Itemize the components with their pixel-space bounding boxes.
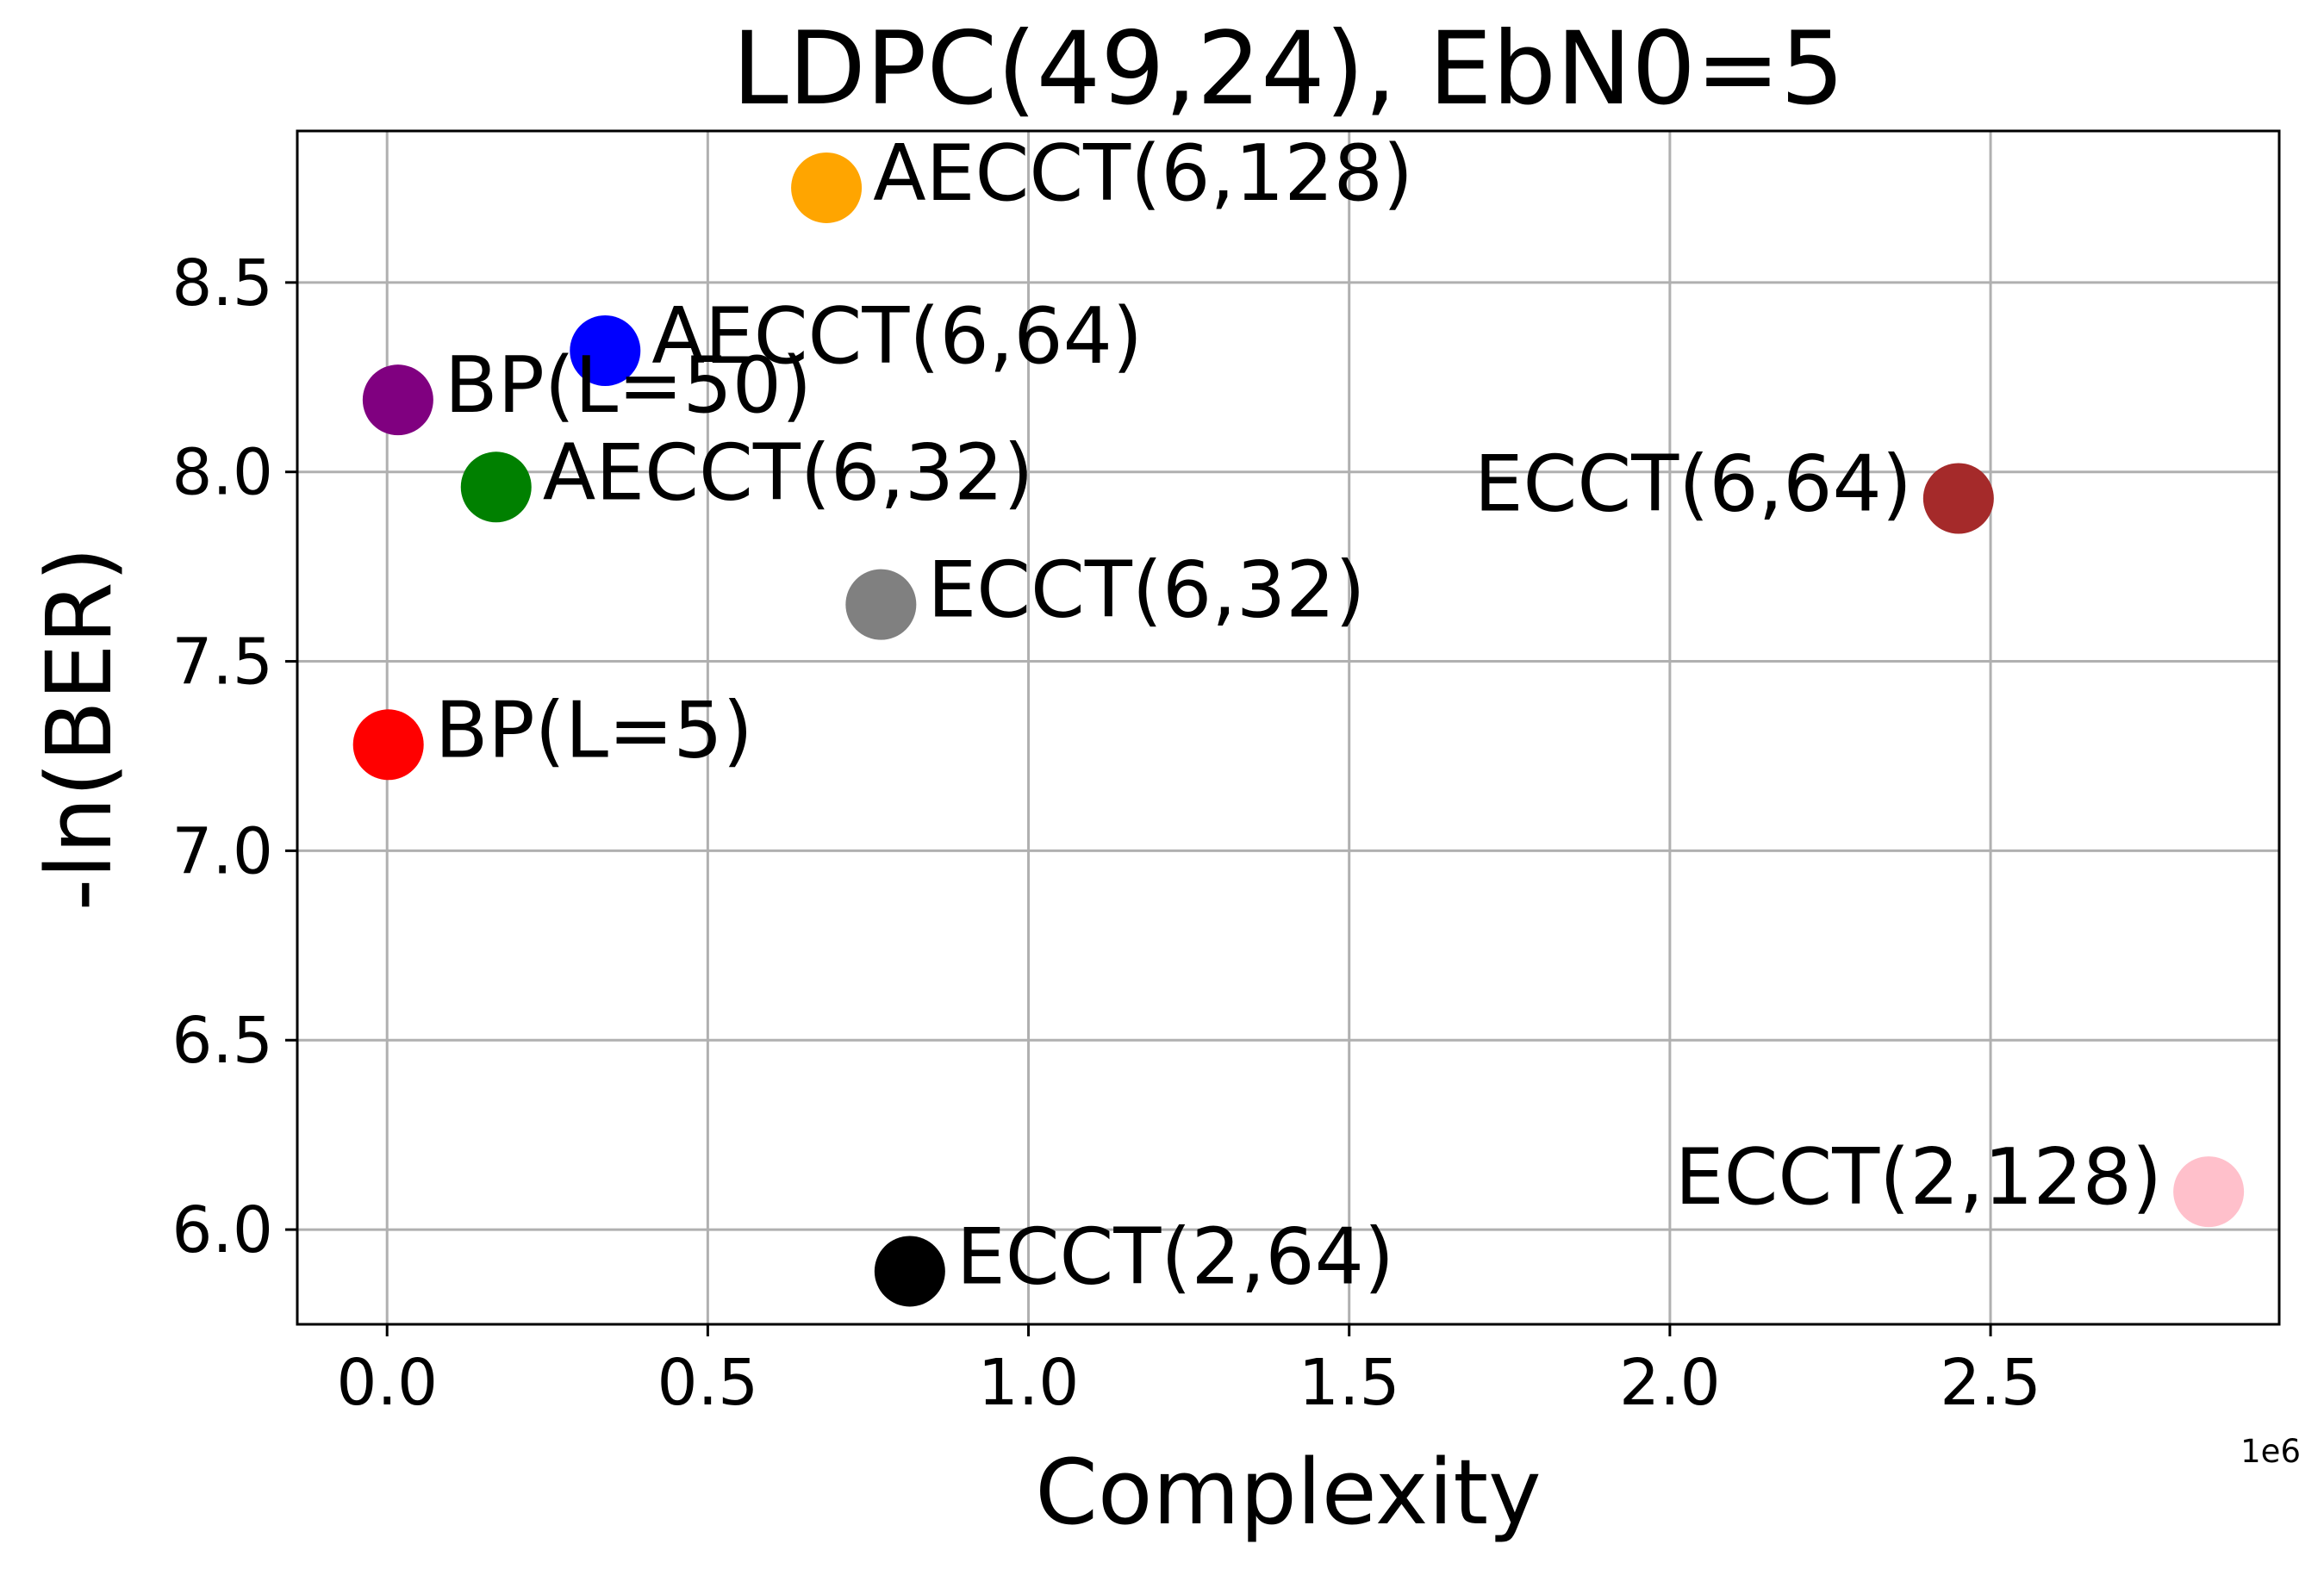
- y-tick-label: 6.5: [171, 1004, 273, 1078]
- data-point-label: BP(L=50): [445, 340, 812, 431]
- data-point: [460, 451, 532, 523]
- data-point-label: ECCT(6,64): [1474, 439, 1912, 529]
- x-tick-label: 1.5: [1299, 1346, 1400, 1420]
- x-tick-label: 0.5: [657, 1346, 759, 1420]
- x-tick-label: 2.0: [1619, 1346, 1721, 1420]
- data-point: [1922, 463, 1994, 534]
- data-point: [352, 709, 424, 781]
- data-point: [570, 315, 641, 387]
- data-point-label: ECCT(2,128): [1675, 1132, 2162, 1223]
- ticks: 0.0 0.5 1.0 1.5 2.0 2.5 6.0 6.5 7.0 7.5 8.0 8.5: [171, 246, 2041, 1420]
- data-point-label: ECCT(6,32): [927, 545, 1365, 636]
- data-point: [2173, 1156, 2245, 1228]
- chart-title: LDPC(49,24), EbN0=5: [732, 9, 1845, 128]
- x-axis-label: Complexity: [1035, 1440, 1541, 1545]
- y-tick-label: 8.5: [171, 246, 273, 321]
- y-tick-label: 7.0: [171, 814, 273, 888]
- y-tick-label: 7.5: [171, 626, 273, 700]
- x-tick-label: 1.0: [978, 1346, 1080, 1420]
- grid: [297, 131, 2279, 1324]
- plot-frame: [296, 129, 2281, 1326]
- x-axis-offset-label: 1e6: [2240, 1433, 2301, 1470]
- data-point-label: BP(L=5): [435, 685, 753, 775]
- data-point: [791, 152, 863, 223]
- y-tick-label: 6.0: [171, 1193, 273, 1267]
- x-tick-label: 0.0: [336, 1346, 438, 1420]
- x-tick-label: 2.5: [1940, 1346, 2041, 1420]
- data-point-label: AECCT(6,32): [543, 427, 1034, 518]
- data-point: [845, 569, 917, 640]
- data-point-label: ECCT(2,64): [956, 1211, 1394, 1302]
- data-point: [362, 364, 433, 436]
- data-points: AECCT(6,128) AECCT(6,64)BP(L=50)AECCT(6,3…: [352, 128, 2245, 1307]
- data-point-label: AECCT(6,64): [651, 291, 1143, 382]
- y-tick-label: 8.0: [171, 436, 273, 510]
- y-axis-label: -ln(BER): [27, 547, 132, 912]
- data-point-label: AECCT(6,128): [873, 128, 1413, 219]
- data-point: [874, 1236, 945, 1307]
